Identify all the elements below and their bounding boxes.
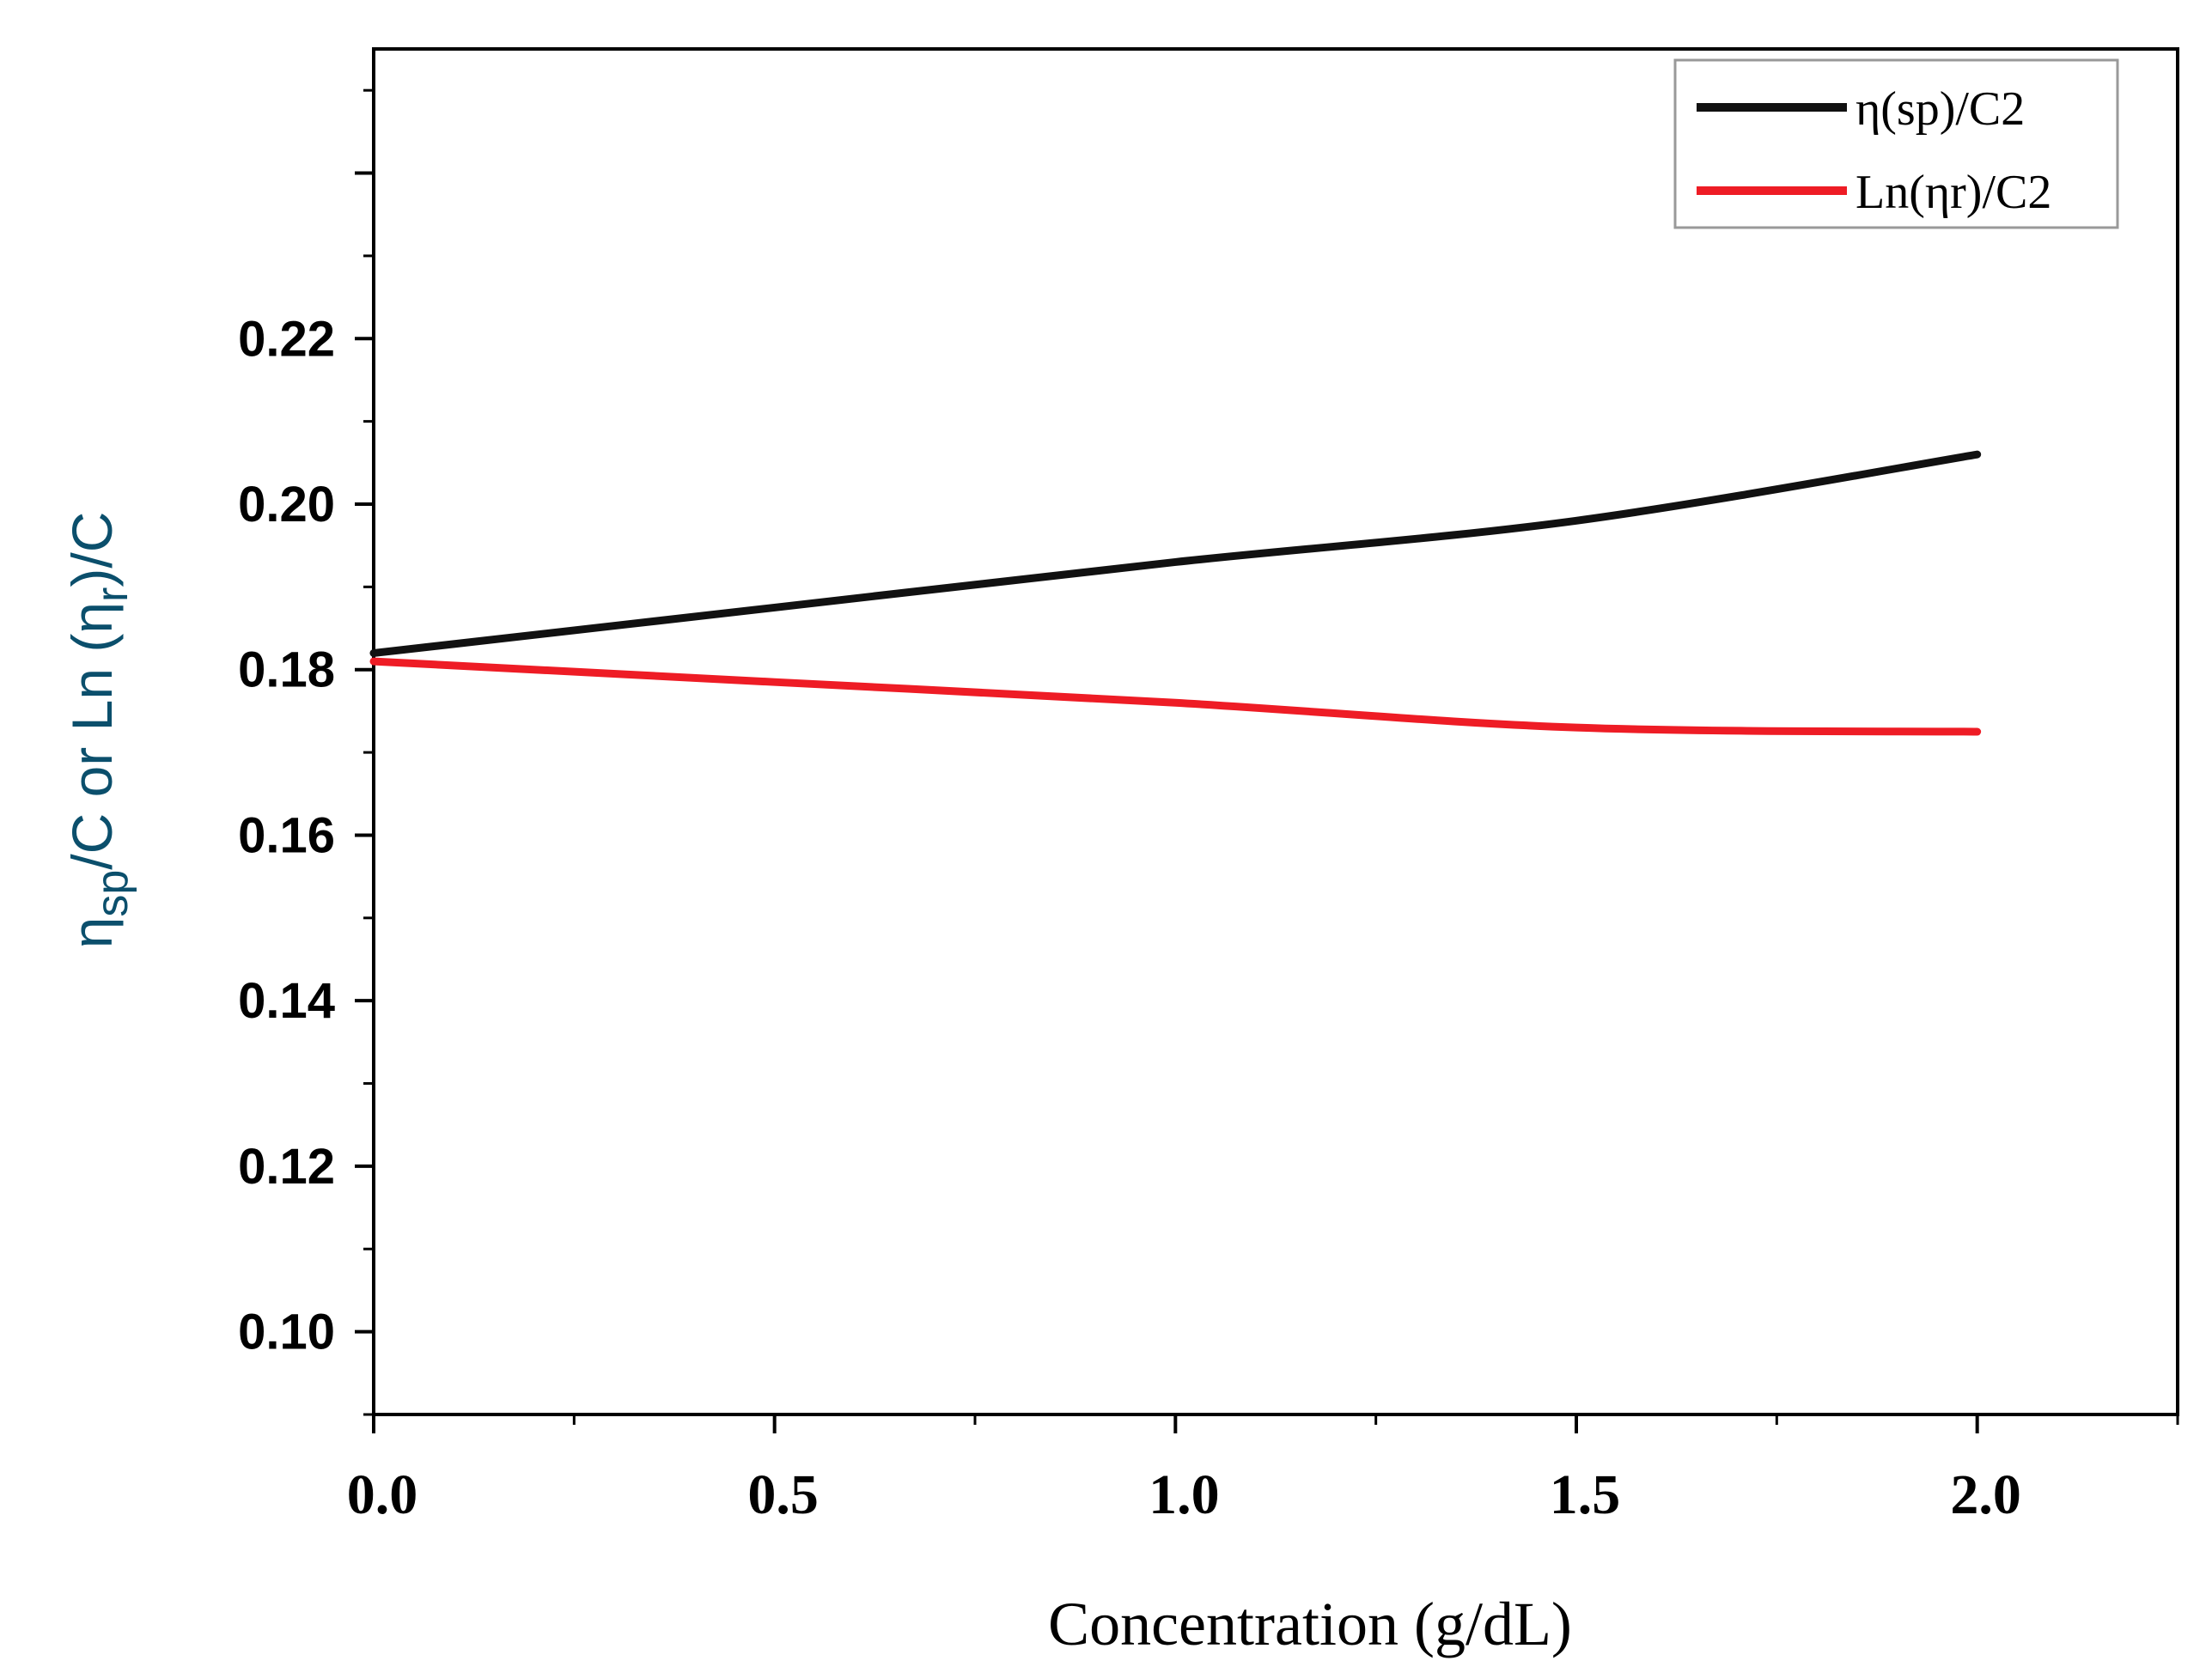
x-tick-label: 0.5 <box>747 1463 819 1526</box>
y-tick-label: 0.10 <box>238 1305 335 1360</box>
y-axis-ticks: 0.10 0.12 0.14 0.16 0.18 0.20 0.22 <box>238 88 374 1416</box>
series-line-eta-sp <box>369 450 1982 657</box>
legend: η(sp)/C2 Ln(ηr)/C2 <box>1673 58 2119 229</box>
legend-label-eta-sp: η(sp)/C2 <box>1856 82 2025 136</box>
x-tick-label: 1.0 <box>1149 1463 1220 1526</box>
y-tick-label: 0.22 <box>238 311 335 367</box>
legend-box <box>1673 58 2119 229</box>
y-axis-title: ηsp/C or Ln (ηr)/C <box>60 512 137 949</box>
series-layer <box>369 450 1982 736</box>
y-axis-title-sub2: r <box>88 587 137 602</box>
y-tick-label: 0.18 <box>238 642 335 698</box>
y-tick-label: 0.14 <box>238 973 335 1029</box>
y-tick-label: 0.16 <box>238 807 335 863</box>
y-axis-title-eta1: η <box>60 917 124 949</box>
plot-frame <box>372 47 2179 1416</box>
y-tick-label: 0.12 <box>238 1139 335 1195</box>
x-tick-label: 0.0 <box>347 1463 418 1526</box>
legend-label-ln-eta-r: Ln(ηr)/C2 <box>1856 166 2051 219</box>
x-tick-label: 1.5 <box>1550 1463 1621 1526</box>
x-axis-ticks: 0.0 0.5 1.0 1.5 2.0 <box>347 1414 2179 1526</box>
x-axis-title: Concentration (g/dL) <box>1048 1590 1572 1658</box>
y-axis-title-sub1: sp <box>88 870 137 917</box>
series-line-ln-eta-r <box>369 657 1982 736</box>
y-axis-title-mid: /C or Ln ( <box>60 634 124 870</box>
y-axis-title-end: )/C <box>60 512 124 587</box>
y-tick-label: 0.20 <box>238 477 335 532</box>
y-axis-title-eta2: η <box>60 602 124 634</box>
x-tick-label: 2.0 <box>1950 1463 2021 1526</box>
